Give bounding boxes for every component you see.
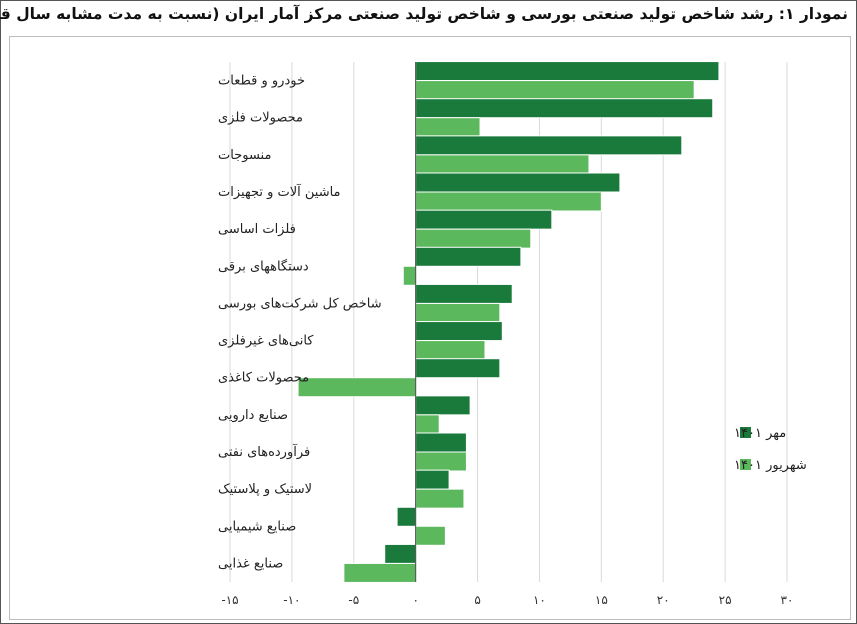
bar-shahrivar-1401 xyxy=(415,340,486,361)
bar-mehr-1401 xyxy=(415,358,501,379)
category-label: کانی‌های غیرفلزی xyxy=(218,334,314,349)
x-tick-label: ۱۵ xyxy=(595,593,608,607)
category-label: صنایع غذایی xyxy=(218,556,283,571)
category-label: صنایع شیمیایی xyxy=(218,519,296,534)
x-tick-label: ۵ xyxy=(474,593,480,607)
category-label: ماشین آلات و تجهیزات xyxy=(218,183,341,200)
bar-shahrivar-1401 xyxy=(415,302,501,323)
bar-mehr-1401 xyxy=(415,209,553,230)
category-label: لاستیک و پلاستیک xyxy=(218,482,312,497)
bar-shahrivar-1401 xyxy=(343,562,417,583)
bar-mehr-1401 xyxy=(415,469,450,490)
bar-shahrivar-1401 xyxy=(415,154,590,175)
category-label: فرآورده‌های نفتی xyxy=(218,443,310,460)
bar-mehr-1401 xyxy=(396,506,417,527)
x-tick-label: ۰ xyxy=(412,593,418,607)
bar-shahrivar-1401 xyxy=(415,414,440,435)
bar-mehr-1401 xyxy=(415,135,683,156)
category-label: دستگاههای برقی xyxy=(218,258,309,274)
x-tick-label: ۳۰ xyxy=(781,593,794,607)
bar-mehr-1401 xyxy=(384,543,417,564)
bar-chart: -۱۵ -۱۰ -۵ ۰ ۵ ۱۰ ۱۵ ۲۰ ۲۵ ۳۰ خودرو و قطعات محصولات… xyxy=(218,61,807,607)
legend-label: مهر ۱۴۰۱ xyxy=(734,426,786,441)
bar-mehr-1401 xyxy=(415,61,720,82)
bar-mehr-1401 xyxy=(415,432,467,453)
bar-mehr-1401 xyxy=(415,246,522,267)
category-label: شاخص کل شرکت‌های بورسی xyxy=(218,296,382,311)
bar-mehr-1401 xyxy=(415,172,621,193)
category-label: محصولات کاغذی xyxy=(218,371,309,386)
x-tick-label: ۲۰ xyxy=(657,593,670,607)
category-label: منسوجات xyxy=(218,148,271,163)
category-label: فلزات اساسی xyxy=(218,222,296,237)
bar-mehr-1401 xyxy=(415,283,513,304)
x-tick-label: -۱۵ xyxy=(221,593,238,607)
legend-swatch xyxy=(740,427,751,438)
category-label: خودرو و قطعات xyxy=(218,74,305,89)
bar-shahrivar-1401 xyxy=(415,451,467,472)
bar-mehr-1401 xyxy=(415,321,503,342)
chart-title: نمودار ۱: رشد شاخص تولید صنعتی بورسی و ش… xyxy=(0,5,848,23)
bar-shahrivar-1401 xyxy=(415,80,695,101)
bar-shahrivar-1401 xyxy=(415,525,446,546)
bar-shahrivar-1401 xyxy=(415,488,465,509)
chart-area: -۱۵ -۱۰ -۵ ۰ ۵ ۱۰ ۱۵ ۲۰ ۲۵ ۳۰ خودرو و قطعات محصولات… xyxy=(9,36,851,620)
bar-shahrivar-1401 xyxy=(415,117,481,138)
bar-shahrivar-1401 xyxy=(415,191,602,212)
x-tick-label: -۵ xyxy=(348,593,359,607)
x-tick-label: -۱۰ xyxy=(283,593,300,607)
category-label: محصولات فلزی xyxy=(218,111,303,126)
bar-shahrivar-1401 xyxy=(415,228,532,249)
x-tick-label: ۱۰ xyxy=(533,593,546,607)
bar-mehr-1401 xyxy=(415,98,714,119)
category-label: صنایع دارویی xyxy=(218,408,288,423)
bar-shahrivar-1401 xyxy=(402,265,417,286)
x-tick-label: ۲۵ xyxy=(719,593,732,607)
bar-mehr-1401 xyxy=(415,395,471,416)
legend-swatch xyxy=(740,459,751,470)
legend-label: شهریور ۱۴۰۱ xyxy=(734,458,807,473)
bar-shahrivar-1401 xyxy=(297,377,417,398)
